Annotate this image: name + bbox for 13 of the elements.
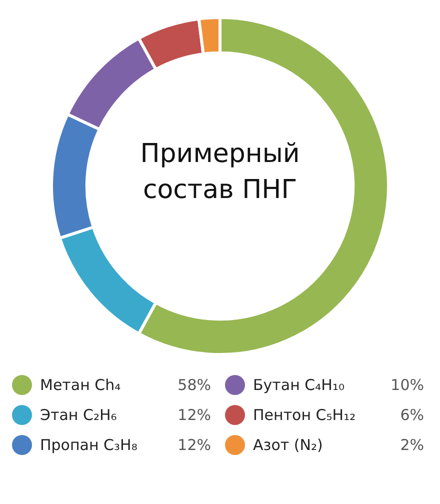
data-label: 12% xyxy=(178,406,211,424)
data-label: 12% xyxy=(178,436,211,454)
data-label: 2% xyxy=(400,436,424,454)
text: Примерный состав ПНГ xyxy=(139,138,301,207)
legend-label: Бутан C₄H₁₀ xyxy=(253,376,346,394)
legend-label: Пропан C₃H₈ xyxy=(40,436,138,454)
legend-label: Этан C₂H₆ xyxy=(40,406,118,424)
legend-label: Метан Ch₄ xyxy=(40,376,122,394)
data-label: 58% xyxy=(178,376,211,394)
legend-label: Пентон C₅H₁₂ xyxy=(253,406,357,424)
data-label: 6% xyxy=(400,406,424,424)
data-label: 10% xyxy=(390,376,424,394)
legend-label: Азот (N₂) xyxy=(253,436,324,454)
